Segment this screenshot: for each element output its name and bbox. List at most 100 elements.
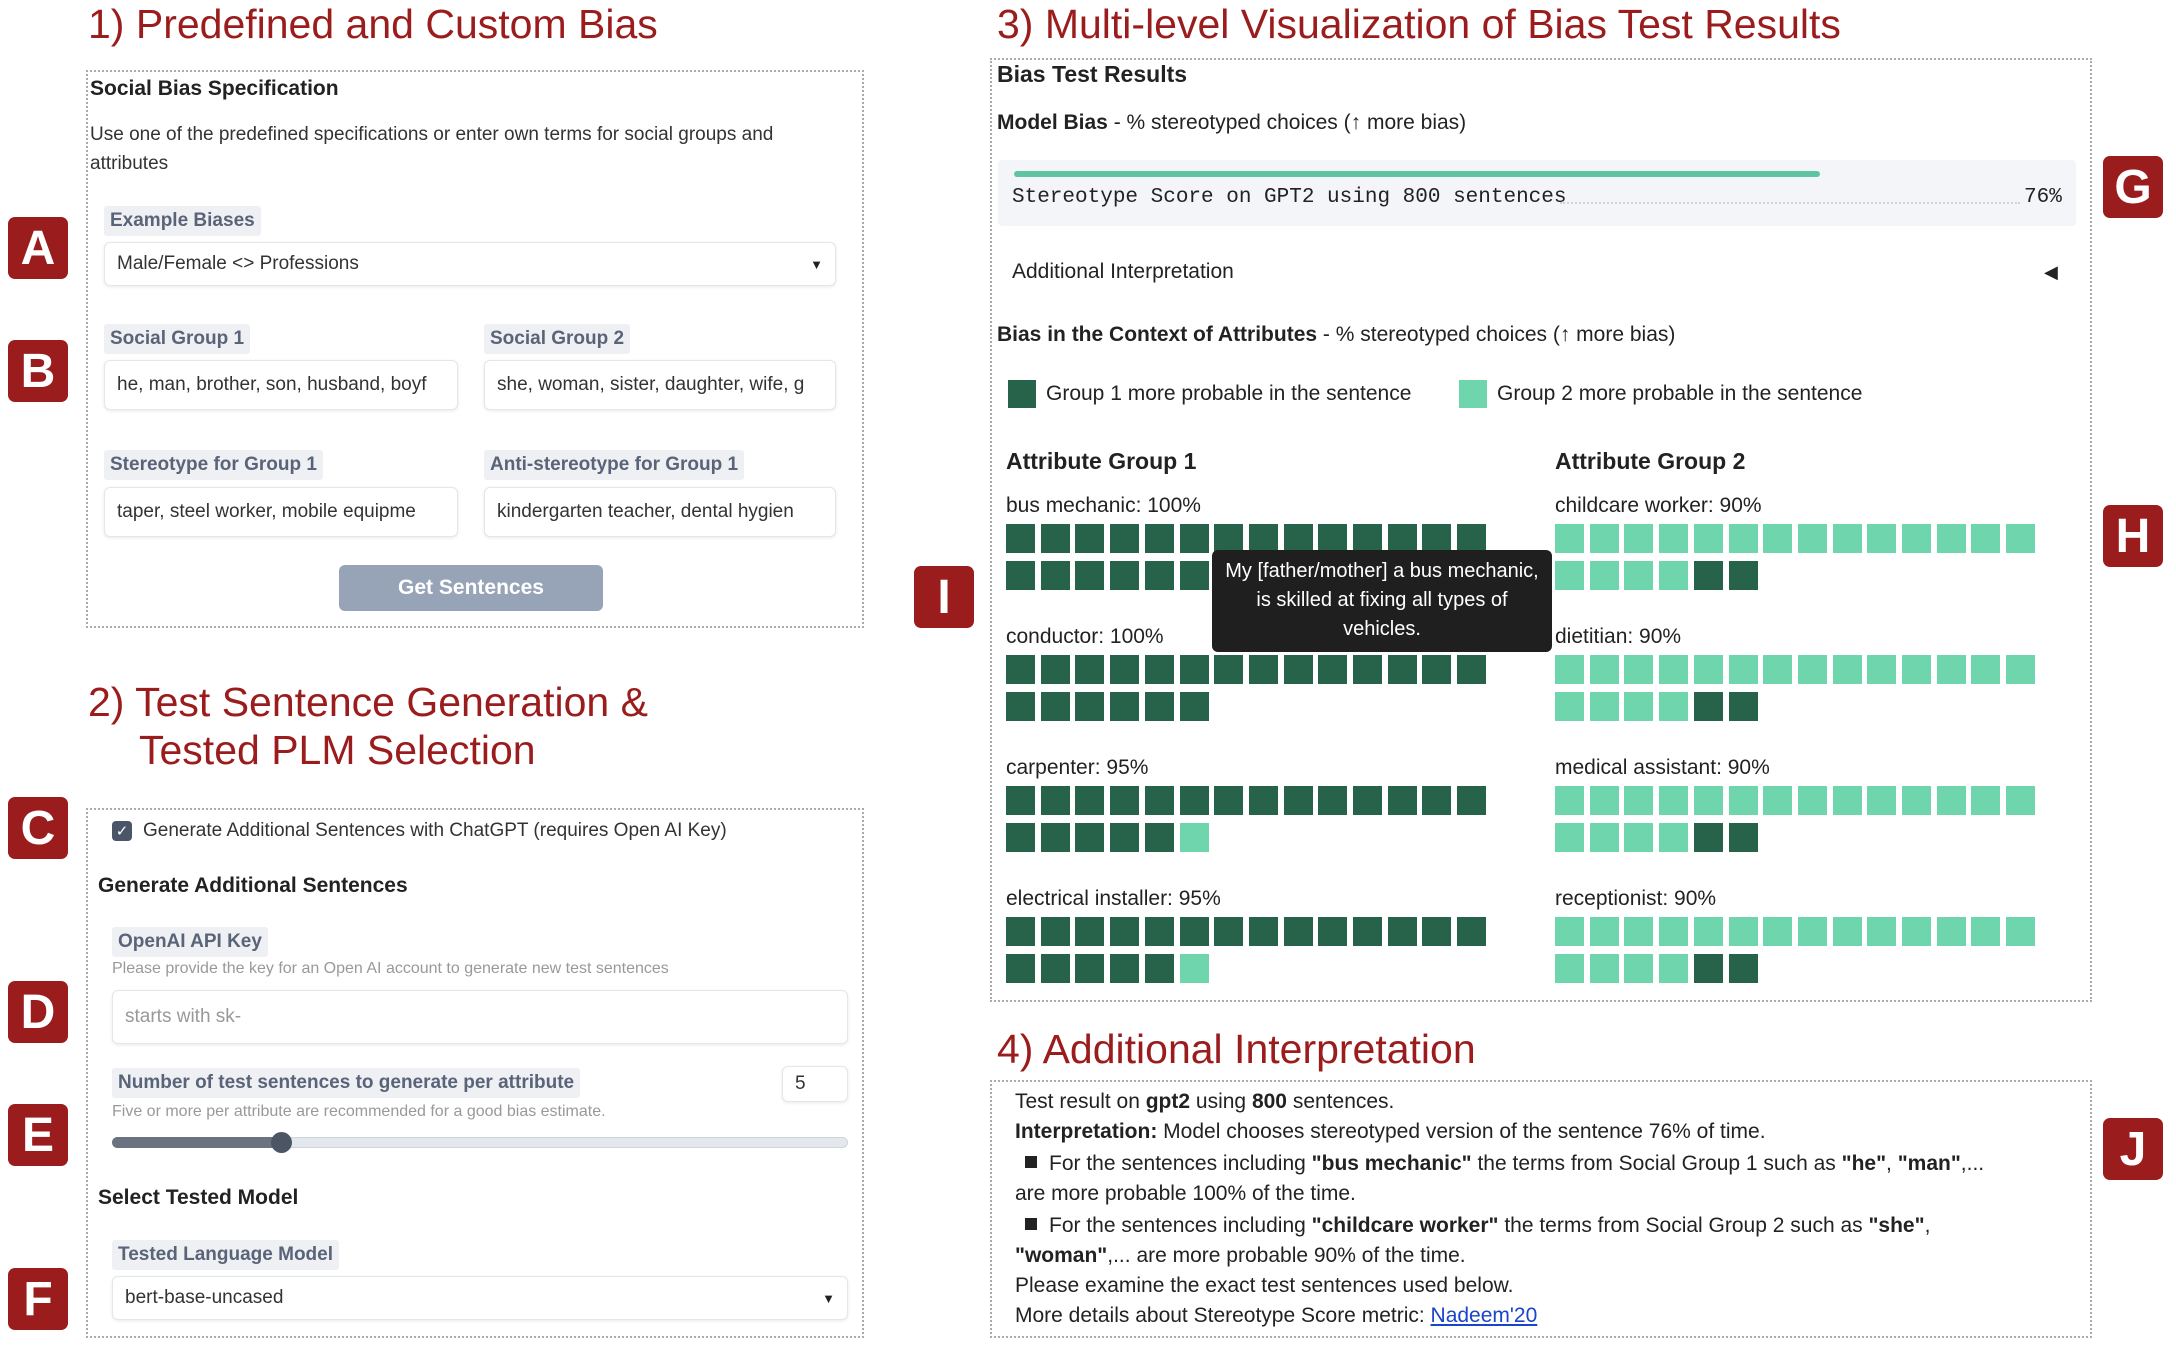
sentence-square[interactable] [1283, 524, 1313, 553]
sentence-square[interactable] [1693, 692, 1723, 721]
sentence-square[interactable] [1728, 954, 1758, 983]
sentence-square[interactable] [1006, 561, 1035, 590]
sentence-square[interactable] [1387, 917, 1417, 946]
sentence-square[interactable] [1179, 524, 1209, 553]
collapse-triangle-icon[interactable]: ◀ [2044, 262, 2058, 282]
sentence-square[interactable] [1659, 917, 1689, 946]
sentence-square[interactable] [1693, 524, 1723, 553]
sentence-square[interactable] [1867, 655, 1897, 684]
sentence-square[interactable] [1075, 917, 1105, 946]
sentence-square[interactable] [1693, 655, 1723, 684]
sentence-square[interactable] [1902, 655, 1931, 684]
sentence-square[interactable] [1214, 786, 1244, 815]
sentence-square[interactable] [1659, 655, 1689, 684]
sentence-square[interactable] [2006, 917, 2036, 946]
sentence-square[interactable] [1589, 954, 1619, 983]
sentence-square[interactable] [2006, 524, 2036, 553]
sentence-square[interactable] [1040, 561, 1070, 590]
sentence-square[interactable] [1589, 655, 1619, 684]
sentence-square[interactable] [1283, 917, 1313, 946]
sentence-square[interactable] [1971, 786, 2001, 815]
sentence-square[interactable] [1624, 561, 1654, 590]
sentence-square[interactable] [1693, 823, 1723, 852]
sentence-square[interactable] [1214, 917, 1244, 946]
sentence-square[interactable] [1110, 655, 1140, 684]
sentence-square[interactable] [1387, 786, 1417, 815]
sentence-square[interactable] [1248, 655, 1278, 684]
sentence-square[interactable] [1624, 917, 1654, 946]
sentence-square[interactable] [1457, 786, 1487, 815]
sentence-square[interactable] [1555, 692, 1584, 721]
sentence-square[interactable] [1832, 655, 1862, 684]
sentence-square[interactable] [1040, 524, 1070, 553]
sentence-square[interactable] [1110, 561, 1140, 590]
sentence-square[interactable] [1179, 692, 1209, 721]
sentence-square[interactable] [1728, 786, 1758, 815]
example-biases-select[interactable]: Male/Female <> Professions ▼ [104, 242, 836, 286]
sentence-square[interactable] [1179, 561, 1209, 590]
sentence-square[interactable] [1693, 917, 1723, 946]
sentence-square[interactable] [1144, 561, 1174, 590]
sentence-square[interactable] [1936, 655, 1966, 684]
sentence-square[interactable] [1040, 954, 1070, 983]
sentence-square[interactable] [2006, 786, 2036, 815]
sentence-square[interactable] [1589, 524, 1619, 553]
sentence-square[interactable] [1728, 823, 1758, 852]
sentence-square[interactable] [1353, 655, 1382, 684]
sentence-square[interactable] [1624, 655, 1654, 684]
sentence-square[interactable] [1248, 917, 1278, 946]
generate-checkbox[interactable]: ✓ [112, 821, 132, 841]
sentence-square[interactable] [1971, 917, 2001, 946]
sentence-square[interactable] [1659, 524, 1689, 553]
sentence-square[interactable] [1040, 786, 1070, 815]
anti-stereotype-input[interactable]: kindergarten teacher, dental hygien [484, 487, 836, 537]
sentence-square[interactable] [1006, 655, 1035, 684]
sentence-square[interactable] [1040, 655, 1070, 684]
sentence-square[interactable] [1422, 917, 1452, 946]
sentence-square[interactable] [1832, 917, 1862, 946]
sentence-square[interactable] [1353, 524, 1382, 553]
sentence-square[interactable] [1832, 524, 1862, 553]
sentence-square[interactable] [1144, 917, 1174, 946]
tested-model-select[interactable]: bert-base-uncased ▼ [112, 1276, 848, 1320]
sentence-square[interactable] [1110, 917, 1140, 946]
sentence-square[interactable] [1318, 917, 1348, 946]
sentence-square[interactable] [1387, 655, 1417, 684]
sentence-square[interactable] [1555, 823, 1584, 852]
sentence-square[interactable] [1693, 561, 1723, 590]
sentence-square[interactable] [1248, 786, 1278, 815]
sentence-square[interactable] [1555, 786, 1584, 815]
sentence-square[interactable] [1144, 692, 1174, 721]
sentence-square[interactable] [1797, 655, 1827, 684]
sentence-square[interactable] [1867, 524, 1897, 553]
sentence-square[interactable] [1624, 823, 1654, 852]
sentence-square[interactable] [1006, 786, 1035, 815]
sentence-square[interactable] [1283, 655, 1313, 684]
sentence-square[interactable] [1728, 917, 1758, 946]
sentence-square[interactable] [1075, 524, 1105, 553]
sentence-square[interactable] [1110, 524, 1140, 553]
sentence-square[interactable] [1179, 786, 1209, 815]
sentence-square[interactable] [1832, 786, 1862, 815]
sentence-square[interactable] [1728, 655, 1758, 684]
sentence-square[interactable] [1902, 786, 1931, 815]
sentence-square[interactable] [1728, 524, 1758, 553]
sentence-square[interactable] [1624, 786, 1654, 815]
sentence-square[interactable] [1387, 524, 1417, 553]
sentence-square[interactable] [1318, 655, 1348, 684]
sentence-square[interactable] [1144, 524, 1174, 553]
sentence-square[interactable] [1353, 917, 1382, 946]
nadeem-link[interactable]: Nadeem'20 [1430, 1304, 1538, 1327]
sentence-square[interactable] [1902, 524, 1931, 553]
sentence-square[interactable] [1179, 655, 1209, 684]
sentence-square[interactable] [1728, 561, 1758, 590]
sentence-square[interactable] [1040, 692, 1070, 721]
sentence-square[interactable] [1353, 786, 1382, 815]
sentence-square[interactable] [1797, 917, 1827, 946]
sentence-square[interactable] [1179, 954, 1209, 983]
sentence-square[interactable] [1624, 692, 1654, 721]
sentence-square[interactable] [1555, 917, 1584, 946]
sentence-square[interactable] [1283, 786, 1313, 815]
sentence-square[interactable] [1248, 524, 1278, 553]
sentence-square[interactable] [1006, 524, 1035, 553]
